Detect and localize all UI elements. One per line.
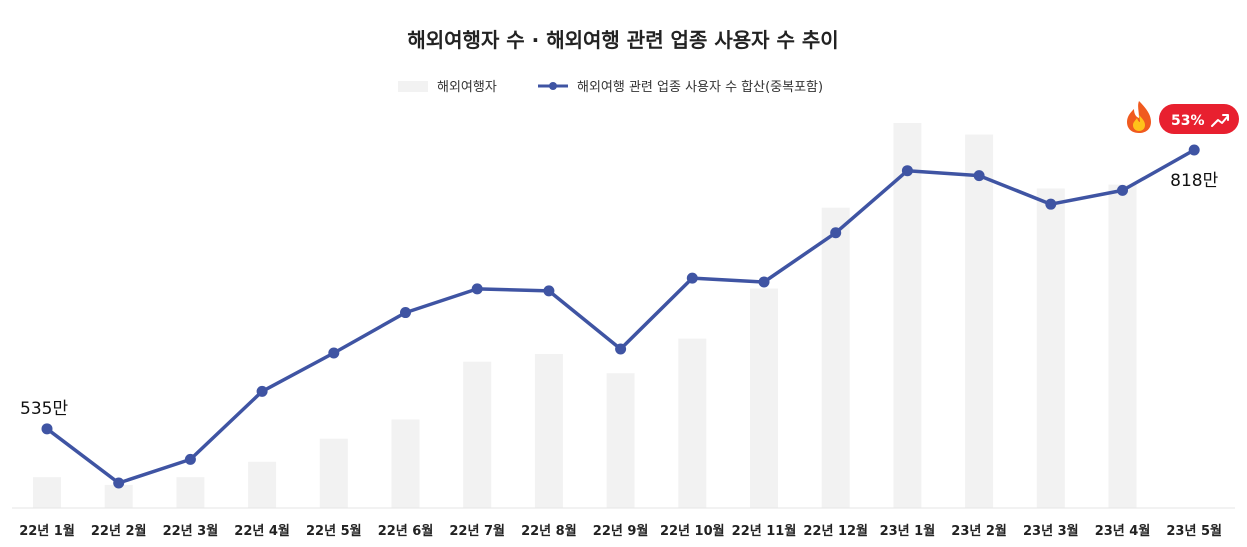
x-tick-label: 22년 2월 xyxy=(91,523,147,539)
bar-11 xyxy=(750,288,778,508)
bar-10 xyxy=(678,338,707,508)
line-point-9 xyxy=(615,343,627,355)
data-label: 818만 xyxy=(1170,171,1218,191)
bar-12 xyxy=(821,207,850,508)
bar-8 xyxy=(534,354,563,508)
x-tick-label: 22년 6월 xyxy=(378,523,434,539)
x-axis-ticks: 22년 1월 22년 2월 22년 3월 22년 4월 22년 5월 22년 6월 22년 … xyxy=(19,523,1222,539)
data-label: 535만 xyxy=(20,399,68,419)
line-point-4 xyxy=(256,385,268,397)
x-tick-label: 22년 7월 xyxy=(449,523,505,539)
bar-6 xyxy=(391,419,420,508)
legend-label-travelers: 해외여행자 xyxy=(437,79,497,95)
x-tick-label: 22년 12월 xyxy=(803,523,868,539)
x-tick-label: 22년 10월 xyxy=(660,523,725,539)
bar-2 xyxy=(104,484,133,508)
legend-line-marker xyxy=(549,82,557,90)
bar-series xyxy=(33,123,1137,509)
badge-pill xyxy=(1159,104,1239,134)
x-tick-label: 23년 2월 xyxy=(951,523,1007,539)
line-point-3 xyxy=(184,453,196,465)
trend-up-arrowhead xyxy=(1222,114,1229,121)
growth-badge: 53% xyxy=(1127,101,1239,134)
bar-15 xyxy=(1036,188,1065,508)
legend-label-users: 해외여행 관련 업종 사용자 수 합산(중복포함) xyxy=(577,79,823,95)
x-tick-label: 22년 9월 xyxy=(593,523,649,539)
x-tick-label: 22년 1월 xyxy=(19,523,75,539)
line-point-12 xyxy=(830,227,842,239)
line-point-17 xyxy=(1188,144,1200,156)
line-point-5 xyxy=(328,347,340,359)
line-point-7 xyxy=(471,283,483,295)
x-tick-label: 23년 4월 xyxy=(1095,523,1151,539)
x-tick-label: 22년 8월 xyxy=(521,523,577,539)
line-point-13 xyxy=(901,165,913,177)
line-point-15 xyxy=(1045,198,1057,210)
line-series xyxy=(41,144,1200,489)
x-tick-label: 23년 1월 xyxy=(880,523,936,539)
badge-value: 53% xyxy=(1171,113,1205,129)
x-tick-label: 22년 5월 xyxy=(306,523,362,539)
bar-13 xyxy=(893,123,922,508)
line-point-8 xyxy=(543,285,555,297)
bar-9 xyxy=(606,373,635,508)
legend: 해외여행자 해외여행 관련 업종 사용자 수 합산(중복포함) xyxy=(398,79,823,95)
bar-3 xyxy=(176,477,205,508)
line-point-10 xyxy=(686,272,698,284)
trend-up-icon xyxy=(1211,115,1229,127)
bar-16 xyxy=(1108,184,1137,508)
line-point-1 xyxy=(41,423,53,435)
bar-7 xyxy=(463,361,492,508)
bar-1 xyxy=(33,477,61,508)
line-point-6 xyxy=(400,307,411,319)
x-tick-label: 22년 4월 xyxy=(234,523,290,539)
x-tick-label: 22년 11월 xyxy=(732,523,797,539)
x-tick-label: 22년 3월 xyxy=(163,523,219,539)
line-point-2 xyxy=(113,477,125,489)
bar-14 xyxy=(965,134,994,509)
bar-5 xyxy=(319,438,348,508)
x-tick-label: 23년 3월 xyxy=(1023,523,1079,539)
chart-title: 해외여행자 수 · 해외여행 관련 업종 사용자 수 추이 xyxy=(407,28,838,52)
fire-icon xyxy=(1127,101,1151,133)
line-point-14 xyxy=(973,170,985,182)
line-point-16 xyxy=(1117,184,1128,196)
line-point-11 xyxy=(758,276,770,288)
data-labels: 535만 818만 xyxy=(20,171,1219,419)
x-tick-label: 23년 5월 xyxy=(1166,523,1222,539)
bar-4 xyxy=(248,461,277,508)
legend-bar-swatch xyxy=(398,81,428,92)
